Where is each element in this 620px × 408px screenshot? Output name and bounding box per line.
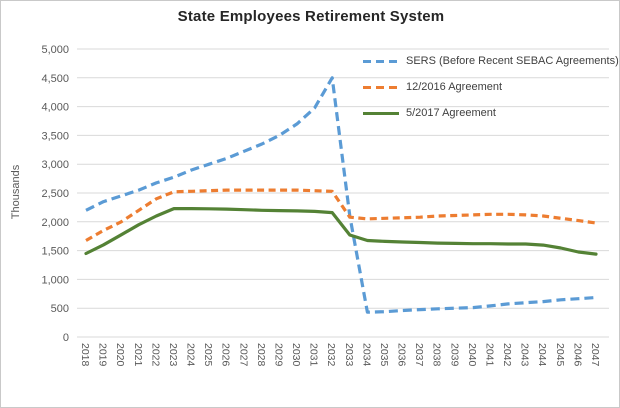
x-tick-label: 2037 [413,343,425,367]
x-tick-label: 2033 [343,343,355,367]
x-tick-label: 2020 [114,343,126,367]
x-tick-label: 2019 [97,343,109,367]
x-tick-label: 2030 [290,343,302,367]
x-tick-label: 2043 [519,343,531,367]
x-tick-label: 2047 [589,343,601,367]
x-tick-label: 2018 [79,343,91,367]
series-line-2 [84,207,598,256]
legend-label: 12/2016 Agreement [406,81,503,93]
x-tick-label: 2046 [571,343,583,367]
y-tick-label: 1,000 [41,274,69,286]
y-tick-label: 2,000 [41,217,69,229]
x-tick-label: 2024 [185,343,197,367]
x-tick-label: 2029 [272,343,284,367]
x-tick-label: 2025 [202,343,214,367]
x-tick-label: 2036 [396,343,408,367]
series-line-0 [85,76,597,314]
chart-title: State Employees Retirement System [177,8,445,25]
series-line-1 [85,188,597,242]
y-tick-label: 2,500 [41,188,69,200]
legend-line-sample [363,59,399,63]
x-tick-label: 2028 [255,343,267,367]
x-tick-label: 2026 [220,343,232,367]
y-tick-label: 4,500 [41,73,69,85]
x-tick-label: 2045 [554,343,566,367]
y-tick-label: 0 [63,332,69,344]
x-tick-label: 2023 [167,343,179,367]
x-tick-label: 2038 [431,343,443,367]
x-tick-label: 2022 [149,343,161,367]
x-tick-label: 2021 [132,343,144,367]
y-tick-label: 3,500 [41,130,69,142]
x-tick-label: 2027 [237,343,249,367]
chart-legend: SERS (Before Recent SEBAC Agreements) 12/… [363,48,619,126]
x-tick-label: 2035 [378,343,390,367]
x-tick-label: 2034 [360,343,372,367]
legend-line-sample [363,111,399,115]
x-tick-label: 2039 [448,343,460,367]
legend-label: 5/2017 Agreement [406,107,496,119]
legend-item-0: SERS (Before Recent SEBAC Agreements) [363,48,619,74]
y-tick-label: 4,000 [41,102,69,114]
legend-item-2: 5/2017 Agreement [363,100,619,126]
x-tick-label: 2040 [466,343,478,367]
x-tick-label: 2032 [325,343,337,367]
y-tick-label: 1,500 [41,246,69,258]
x-tick-label: 2031 [308,343,320,367]
y-tick-label: 500 [51,303,69,315]
x-tick-label: 2044 [536,343,548,367]
x-tick-label: 2042 [501,343,513,367]
legend-item-1: 12/2016 Agreement [363,74,619,100]
legend-label: SERS (Before Recent SEBAC Agreements) [406,55,619,67]
x-tick-label: 2041 [483,343,495,367]
y-tick-label: 5,000 [41,44,69,56]
y-tick-label: 3,000 [41,159,69,171]
legend-line-sample [363,85,399,89]
